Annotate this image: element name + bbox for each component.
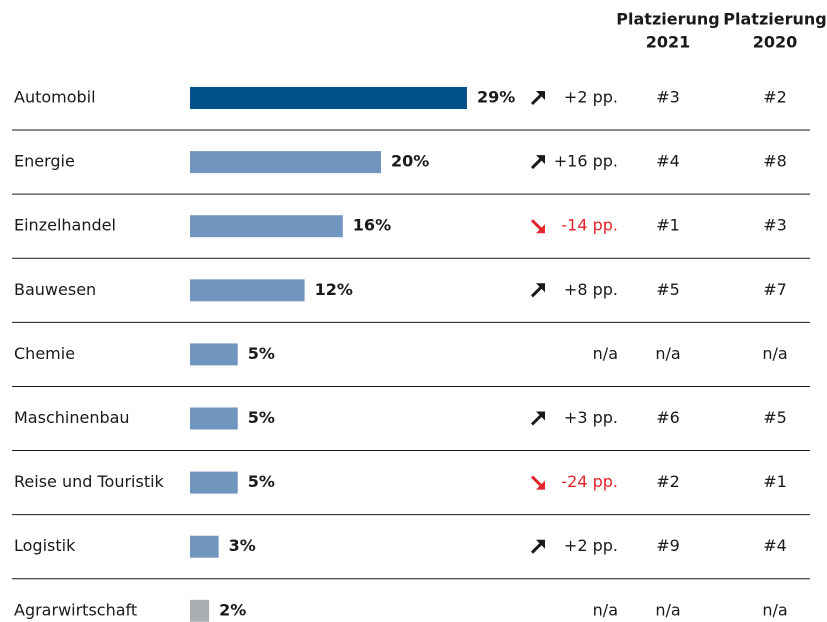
category-label: Bauwesen [14,280,96,299]
rank-2021: n/a [655,600,680,619]
change-label: +2 pp. [564,536,618,555]
bar [190,599,210,622]
value-label: 12% [315,280,353,299]
change-label: +3 pp. [564,408,618,427]
change-label: +2 pp. [564,88,618,107]
change-arrow-head [536,91,545,100]
value-label: 16% [353,216,391,235]
change-arrow [530,475,543,487]
change-label: n/a [593,600,618,619]
column-header: 2020 [753,33,798,52]
change-arrow [530,93,543,106]
change-label: -24 pp. [561,472,618,491]
rank-2021: #6 [656,408,680,427]
category-label: Agrarwirtschaft [14,600,137,619]
change-label: -14 pp. [561,216,618,235]
bar [190,151,381,174]
change-arrow-head [536,283,545,293]
rank-2021: #9 [656,536,680,555]
rank-2020: #5 [763,408,787,427]
column-header: 2021 [646,33,691,52]
rank-2021: #4 [656,152,680,171]
value-label: 2% [219,600,246,619]
column-header: Platzierung [723,10,826,29]
rank-2020: #2 [763,88,787,107]
category-label: Maschinenbau [14,408,130,427]
category-label: Automobil [14,88,96,107]
rank-2020: #4 [763,536,787,555]
rank-2021: n/a [655,344,680,363]
change-arrow-head [536,411,545,421]
change-arrow-head [536,480,545,490]
bar [190,215,343,238]
value-label: 5% [248,408,275,427]
rank-2021: #5 [656,280,680,299]
change-arrow [530,219,543,231]
change-arrow [530,158,543,170]
bar [190,87,467,109]
change-arrow [530,542,543,554]
category-label: Chemie [14,344,75,363]
change-arrow-head [536,224,545,234]
category-label: Einzelhandel [14,216,116,235]
category-label: Energie [14,152,75,171]
bar [190,407,238,430]
value-label: 20% [391,152,429,171]
change-label: n/a [593,344,618,363]
rank-2021: #1 [656,216,680,235]
rank-2021: #3 [656,88,680,107]
bar [190,471,238,494]
change-arrow [530,414,543,426]
rank-2020: #1 [763,472,787,491]
value-label: 3% [229,536,256,555]
change-arrow [530,286,543,298]
rank-2020: #7 [763,280,787,299]
change-arrow-head [536,155,545,165]
rank-2020: #8 [763,152,787,171]
value-label: 5% [248,472,275,491]
change-label: +16 pp. [554,152,618,171]
change-arrow-head [536,539,545,549]
rank-2020: n/a [762,600,787,619]
rank-2021: #2 [656,472,680,491]
change-label: +8 pp. [564,280,618,299]
value-label: 29% [477,88,515,107]
bar [190,535,219,558]
value-label: 5% [248,344,275,363]
rank-2020: #3 [763,216,787,235]
category-label: Reise und Touristik [14,472,165,491]
bar [190,343,238,366]
column-header: Platzierung [616,10,719,29]
category-label: Logistik [14,536,76,555]
bar [190,279,305,302]
rank-2020: n/a [762,344,787,363]
